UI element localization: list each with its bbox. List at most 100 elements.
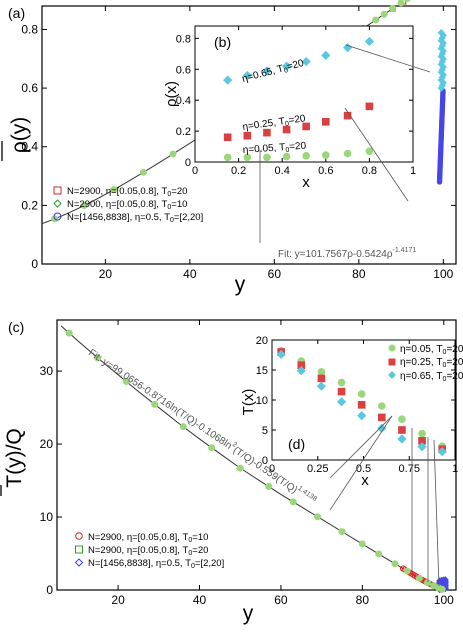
inset-d-points [276, 347, 447, 457]
data-point-green [169, 150, 177, 158]
data-point-green [389, 5, 397, 13]
y-tick-label: 10 [256, 395, 268, 407]
legend-label: N=[1456,8838], η=0.5, T0=[2,20] [67, 212, 203, 224]
inset-b-point [302, 122, 310, 131]
inset-d-x-label: x [361, 472, 369, 489]
inset-b-point [282, 125, 291, 134]
panel-c-x-label: y [243, 602, 254, 625]
inset-b-point [223, 153, 232, 162]
inset-b-point [243, 131, 252, 140]
data-point-cyan [437, 29, 445, 37]
data-point-green [289, 498, 297, 506]
inset-d-point [336, 397, 347, 407]
data-point-green [139, 168, 147, 176]
legend-item: η=0.25, T0=20 [388, 357, 463, 369]
x-tick-label: 0 [192, 165, 198, 177]
inset-d-point [417, 442, 427, 452]
inset-d-legend: η=0.05, T0=20 η=0.25, T0=20 η=0.65, T0=2… [388, 344, 463, 383]
data-point-green [110, 186, 118, 194]
legend-marker-circle [75, 532, 83, 540]
x-tick-label: 80 [356, 593, 370, 607]
inset-b-point [223, 75, 233, 85]
x-tick-label: 40 [193, 593, 207, 607]
panel-c-points [65, 329, 449, 594]
panel-c-frame [56, 319, 457, 591]
x-tick-label: 1 [452, 463, 458, 475]
inset-d-point [378, 413, 386, 422]
y-tick-label: 5 [262, 425, 268, 437]
y-tick-label: 10 [40, 510, 54, 524]
panel-a-frame [41, 5, 457, 265]
inset-d-y-label: T(x) [240, 389, 257, 416]
inset-d-point [316, 381, 327, 391]
arrow-line [344, 107, 409, 202]
inset-d-point [337, 387, 346, 396]
x-tick-label: 0.4 [275, 165, 290, 177]
arrow-line [329, 415, 393, 479]
y-tick-label: 30 [40, 364, 54, 378]
panel-a-x-label: y [235, 273, 246, 296]
y-tick-label: 0.2 [176, 126, 191, 138]
data-point-green [208, 444, 216, 452]
inset-b-point [242, 70, 252, 81]
legend-item: η=0.05, T0=20 [388, 344, 463, 356]
inset-b-x-label: x [302, 174, 310, 191]
x-tick-label: 20 [111, 593, 125, 607]
y-tick-label: 20 [256, 335, 268, 347]
legend-item: N=[1456,8838], η=0.5, T0=[2,20] [53, 212, 203, 224]
inset-d-point [397, 434, 407, 444]
x-tick-label: 0.5 [356, 463, 371, 475]
legend-label: N=2900, η=[0.05,0.8], T0=10 [88, 532, 208, 544]
inset-b-point [322, 151, 330, 159]
inset-b-label-005: η=0.05, T0=20 [242, 141, 307, 157]
x-tick-label: 0.8 [362, 165, 377, 177]
inset-b-points [223, 36, 375, 162]
y-tick-label: 0 [262, 455, 268, 467]
inset-d-label: (d) [288, 436, 305, 452]
y-tick-label: 0.6 [176, 64, 191, 76]
inset-b-point [301, 56, 311, 67]
panel-a-label: (a) [8, 5, 25, 21]
x-tick-label: 100 [434, 593, 454, 607]
x-tick-label: 100 [433, 267, 453, 281]
data-point-green [415, 574, 423, 582]
y-tick-label: 15 [256, 365, 268, 377]
inset-d-point [296, 365, 306, 376]
data-point-green [403, 567, 411, 575]
inset-b-point [223, 133, 232, 142]
data-point-green [122, 377, 130, 385]
panel-c-y-label: T(y)/Q [3, 428, 26, 487]
y-tick-label: 0 [46, 583, 53, 597]
inset-d-point [357, 401, 366, 409]
inset-b-label: (b) [214, 34, 231, 50]
panel-a-y-label: ρ(y) [8, 117, 31, 153]
legend-item: N=2900, η=[0.05,0.8], T0=10 [75, 532, 208, 544]
data-point-green [397, 0, 405, 7]
inset-b-point [365, 102, 374, 111]
legend-label: N=2900, η=[0.05,0.8], T0=10 [67, 199, 187, 211]
x-tick-label: 0.6 [318, 165, 333, 177]
legend-marker-circle [388, 344, 396, 352]
legend-label: N=2900, η=[0.05,0.8], T0=20 [88, 545, 208, 557]
inset-d-point [398, 426, 406, 434]
data-point-green [80, 201, 88, 209]
arrow-line [345, 44, 431, 73]
inset-b-point [321, 50, 331, 60]
inset-b-point [364, 36, 375, 47]
data-point-green [179, 423, 187, 431]
inset-b-point [343, 149, 352, 158]
data-point-green [404, 0, 411, 3]
data-point-green [236, 464, 244, 472]
y-tick-label: 0.6 [21, 81, 38, 95]
inset-d-point [317, 374, 326, 383]
inset-d-point [357, 410, 367, 421]
inset-d-point [276, 349, 286, 360]
y-tick-label: 0.4 [176, 95, 191, 107]
inset-b-y-label: ρ(x) [163, 81, 180, 107]
